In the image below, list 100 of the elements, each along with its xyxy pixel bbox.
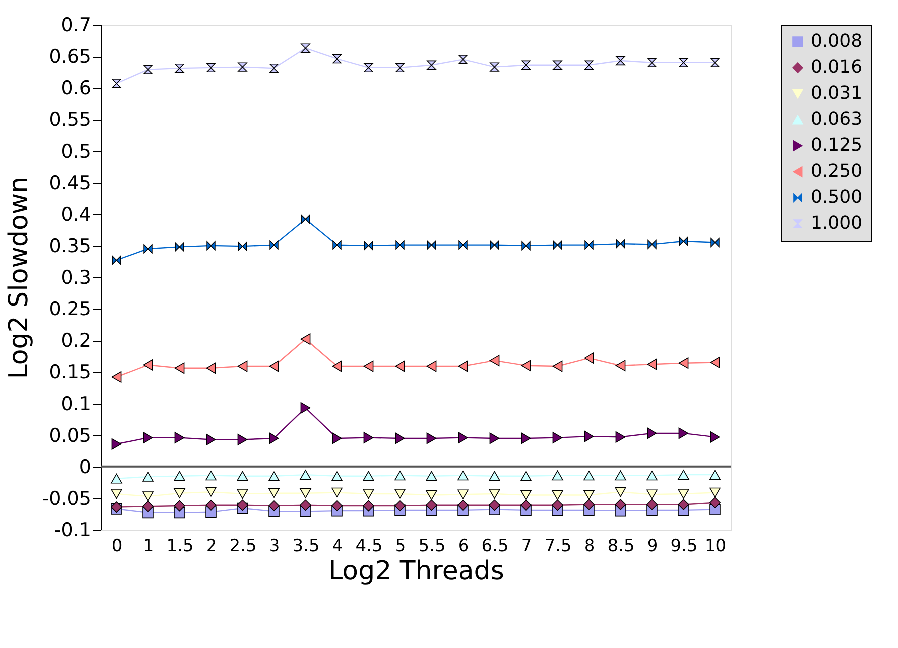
point xyxy=(646,499,658,510)
point xyxy=(142,501,154,512)
point xyxy=(174,432,185,444)
point xyxy=(270,64,279,74)
point xyxy=(396,240,405,250)
point xyxy=(268,488,280,498)
point xyxy=(522,60,531,70)
point xyxy=(175,64,184,74)
point xyxy=(332,500,343,512)
x-tick-label: 8 xyxy=(584,536,596,556)
y-tick-label: 0.05 xyxy=(49,424,92,447)
point xyxy=(647,358,658,370)
point xyxy=(552,470,564,481)
point xyxy=(458,55,468,64)
point xyxy=(584,240,594,250)
point xyxy=(332,432,342,444)
point xyxy=(553,60,562,70)
y-tick-label: 0.55 xyxy=(49,109,92,132)
point xyxy=(174,362,185,374)
point xyxy=(584,490,595,500)
point xyxy=(268,500,280,512)
point xyxy=(270,240,279,250)
x-tick-label: 7 xyxy=(521,536,532,556)
point xyxy=(112,372,122,383)
point xyxy=(427,60,436,70)
point xyxy=(522,241,531,251)
point xyxy=(300,470,312,480)
point xyxy=(396,63,405,73)
legend-label: 1.000 xyxy=(811,213,863,234)
point xyxy=(458,240,468,250)
point xyxy=(710,488,721,498)
x-tick-label: 4 xyxy=(332,536,344,556)
point xyxy=(300,334,311,346)
x-tick-label: 0 xyxy=(112,536,123,556)
point xyxy=(174,500,186,512)
y-tick-label: 0.2 xyxy=(61,330,92,352)
point xyxy=(489,489,500,499)
y-tick-label: 0.35 xyxy=(49,235,92,258)
point xyxy=(489,471,500,482)
point xyxy=(584,430,594,442)
point xyxy=(363,471,374,482)
point xyxy=(552,490,564,500)
point xyxy=(206,63,216,73)
point xyxy=(490,240,500,250)
point xyxy=(269,360,280,372)
point xyxy=(364,360,374,372)
x-tick-label: 6.5 xyxy=(482,536,509,556)
y-tick-label: 0 xyxy=(79,456,92,478)
point xyxy=(238,360,248,372)
point xyxy=(206,434,216,446)
x-tick-label: 5 xyxy=(395,536,406,556)
point xyxy=(300,402,311,414)
point xyxy=(520,490,532,500)
legend-label: 0.008 xyxy=(811,31,863,52)
x-tick-label: 7.5 xyxy=(544,536,572,556)
y-tick-label: 0.3 xyxy=(61,267,92,289)
point xyxy=(174,471,186,482)
y-tick-label: 0.45 xyxy=(49,172,92,194)
x-tick-label: 1 xyxy=(143,536,154,556)
y-tick-label: 0.6 xyxy=(61,78,92,100)
x-tick-label: 2 xyxy=(206,536,218,556)
point xyxy=(332,54,342,64)
point xyxy=(458,360,468,372)
point xyxy=(678,428,689,440)
point xyxy=(616,239,626,249)
legend-label: 0.500 xyxy=(811,187,863,208)
point xyxy=(615,499,626,510)
point xyxy=(427,240,436,250)
point xyxy=(616,360,626,372)
x-tick-label: 5.5 xyxy=(418,536,446,556)
x-axis-title: Log2 Threads xyxy=(328,556,504,586)
point xyxy=(458,500,469,512)
point xyxy=(111,474,122,484)
point xyxy=(142,472,154,482)
point xyxy=(710,357,720,368)
point xyxy=(490,355,500,366)
point xyxy=(143,360,154,371)
point xyxy=(552,360,563,372)
point xyxy=(269,432,280,444)
point xyxy=(710,432,720,443)
point xyxy=(584,60,594,70)
point xyxy=(426,490,438,500)
point xyxy=(206,470,217,481)
point xyxy=(458,432,468,444)
point xyxy=(364,241,374,251)
y-tick-label: 0.65 xyxy=(49,46,92,68)
point xyxy=(584,470,595,481)
point xyxy=(648,240,657,250)
point xyxy=(332,240,342,250)
point xyxy=(206,241,216,251)
point xyxy=(364,432,374,444)
point xyxy=(238,242,248,252)
point xyxy=(490,432,500,444)
point xyxy=(394,489,406,499)
point xyxy=(426,500,438,512)
y-tick-label: 0.25 xyxy=(49,298,92,321)
point xyxy=(426,432,437,444)
point xyxy=(332,471,343,482)
point xyxy=(489,500,500,512)
point xyxy=(552,500,564,512)
